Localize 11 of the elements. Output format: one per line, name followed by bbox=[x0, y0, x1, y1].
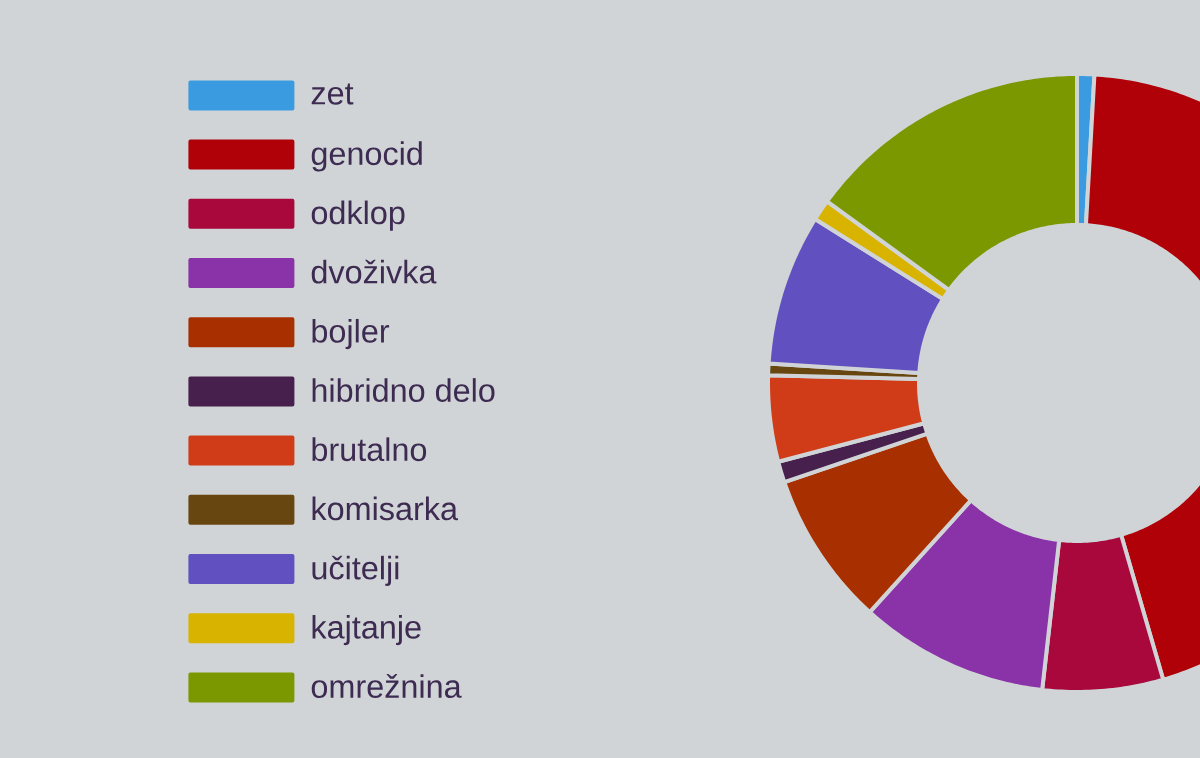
legend-label: dvoživka bbox=[311, 259, 437, 284]
legend-label: odklop bbox=[311, 200, 405, 231]
legend-label: omrežnina bbox=[311, 674, 462, 698]
legend-label: komisarka bbox=[312, 496, 459, 521]
legend-label: genocid bbox=[311, 141, 422, 172]
legend-label: brutalno bbox=[312, 437, 427, 462]
legend-label: kajtanje bbox=[312, 614, 421, 646]
legend-label: učitelji bbox=[312, 555, 399, 586]
legend-label: zet bbox=[311, 83, 354, 105]
legend-label: hibridno delo bbox=[312, 378, 495, 402]
legend-label: bojler bbox=[312, 318, 390, 350]
